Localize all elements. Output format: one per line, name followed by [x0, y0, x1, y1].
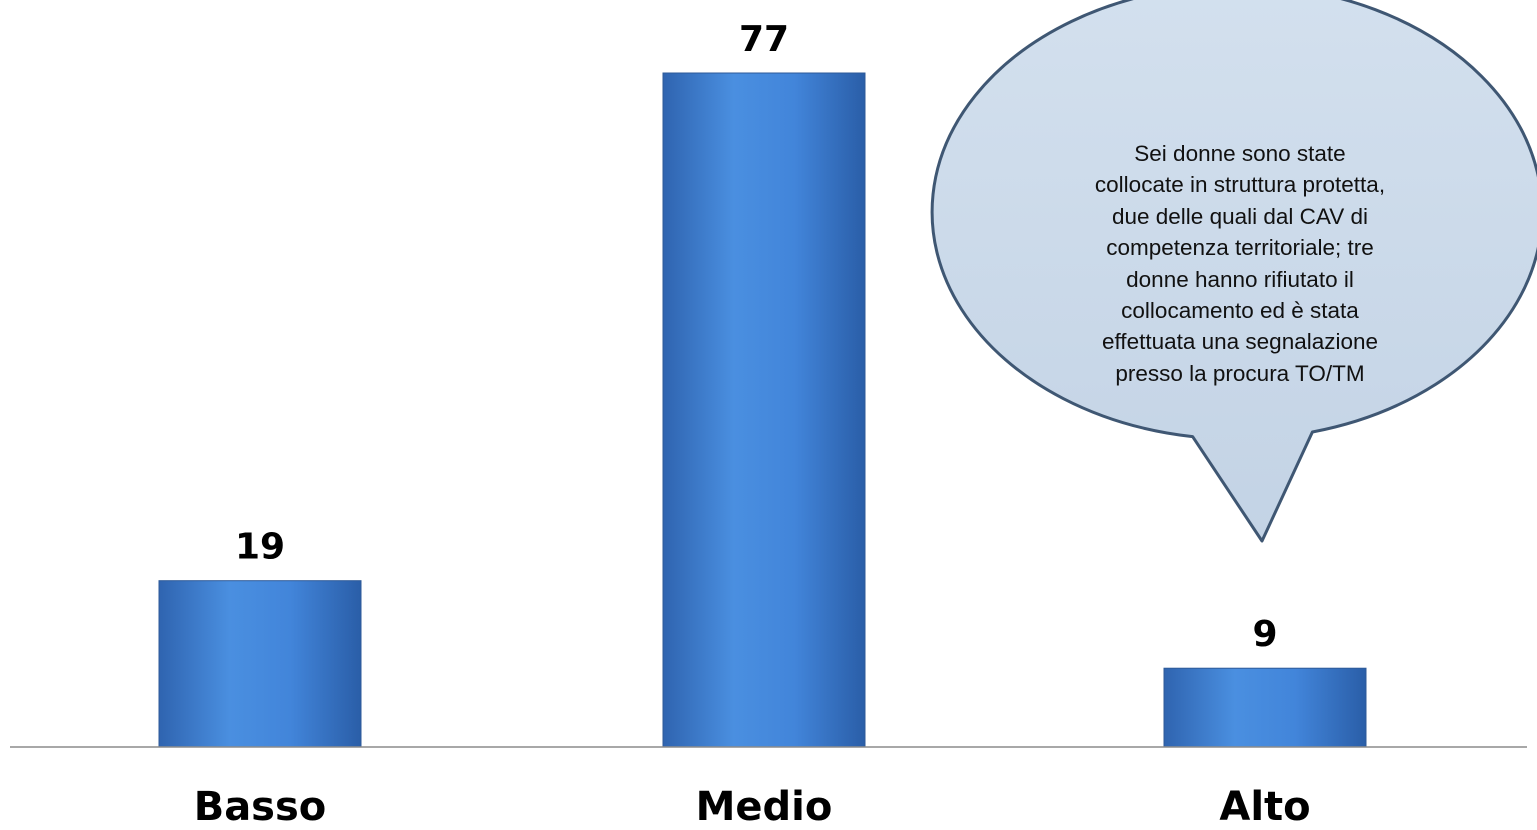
value-label-medio: 77	[739, 19, 789, 60]
callout-line: Sei donne sono state	[1134, 141, 1346, 166]
bars-layer	[158, 72, 1367, 748]
callout-line: competenza territoriale; tre	[1106, 235, 1374, 261]
bar-medio	[662, 72, 866, 748]
bar-alto	[1163, 667, 1367, 748]
category-label-basso: Basso	[194, 784, 327, 830]
callout-bubble	[930, 0, 1537, 543]
callout-text: Sei donne sono state collocate in struttu…	[1030, 138, 1450, 389]
callout-line: presso la procura TO/TM	[1115, 360, 1365, 386]
callout-line: due delle quali dal CAV di	[1111, 203, 1368, 229]
value-label-basso: 19	[235, 527, 285, 568]
callout-line: collocate in struttura protetta,	[1094, 172, 1386, 198]
category-labels-layer: Basso Medio Alto	[194, 784, 1311, 830]
callout-line: donne hanno rifiutato il	[1126, 266, 1354, 292]
value-labels-layer: 19 77 9	[235, 19, 1278, 655]
category-label-medio: Medio	[696, 784, 833, 830]
speech-bubble-shape	[930, 0, 1537, 543]
value-label-alto: 9	[1252, 614, 1277, 655]
category-label-alto: Alto	[1219, 784, 1310, 830]
bar-basso	[158, 580, 362, 748]
callout-line: collocamento ed è stata	[1121, 298, 1359, 324]
callout-line: effettuata una segnalazione	[1101, 329, 1379, 355]
